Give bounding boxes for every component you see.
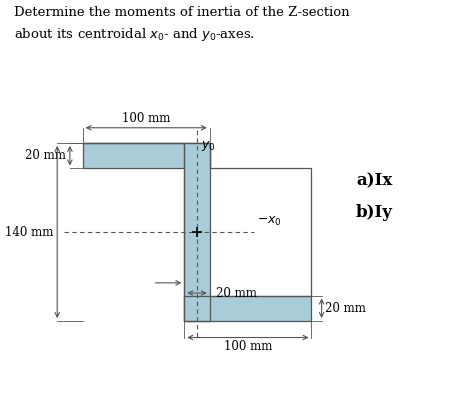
Text: 20 mm: 20 mm	[325, 302, 365, 315]
Text: 100 mm: 100 mm	[223, 340, 271, 353]
Text: 140 mm: 140 mm	[5, 226, 53, 238]
Bar	[184, 143, 209, 321]
Text: Determine the moments of inertia of the Z-section: Determine the moments of inertia of the …	[14, 6, 349, 19]
Text: $-x_0$: $-x_0$	[256, 215, 281, 228]
Text: $y_0$: $y_0$	[200, 139, 215, 153]
Text: 20 mm: 20 mm	[216, 286, 257, 300]
Bar	[82, 143, 209, 168]
Text: 20 mm: 20 mm	[25, 149, 66, 162]
Text: 100 mm: 100 mm	[122, 112, 170, 125]
Text: b)Iy: b)Iy	[355, 204, 392, 222]
Text: a)Ix: a)Ix	[355, 173, 391, 190]
Text: about its centroidal $x_0$- and $y_0$-axes.: about its centroidal $x_0$- and $y_0$-ax…	[14, 26, 254, 43]
Bar	[184, 296, 311, 321]
